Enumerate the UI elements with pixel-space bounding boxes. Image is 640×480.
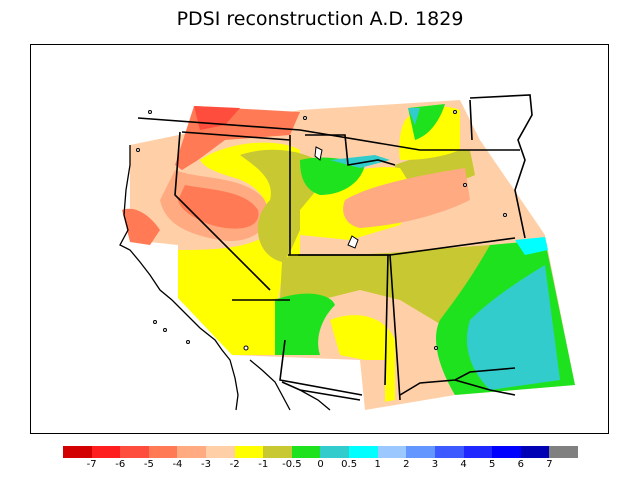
wy-ne-border [389,237,516,256]
legend-tick-label: 6 [517,459,524,470]
legend-swatch [349,446,378,458]
lake-11 [186,340,190,344]
nd-sd-border [469,94,533,239]
lake-2 [136,148,140,152]
legend-swatch [263,446,292,458]
legend-tick-label: -1 [258,459,269,470]
legend-swatch [377,446,407,458]
legend-swatch [434,446,464,458]
legend-tick-label: 1 [374,459,381,470]
legend-tick-label: -3 [201,459,212,470]
legend-swatch [549,446,578,458]
legend-swatch [120,446,149,458]
region-orange-wyoming [343,168,470,228]
great-salt-lake [314,146,323,161]
region-cyan-north [330,155,390,168]
legend-swatch [520,446,550,458]
nv-ut-border [181,131,291,141]
pacific-coast [119,145,239,411]
legend-tick-label: 2 [403,459,410,470]
region-orange-sw [365,360,385,408]
lake-7 [434,346,438,350]
legend-swatch [148,446,178,458]
region-ca-red [122,208,160,245]
lake-10 [163,328,167,332]
legend-swatch [492,446,521,458]
tx-ok-border [454,379,516,396]
region-cyan-northeast [408,108,420,125]
region-yellow-central [178,142,300,355]
legend-tick-label: 5 [488,459,496,470]
legend-swatch [63,446,92,458]
legend-tick-label: 0.5 [341,459,358,470]
region-yellow-south [232,300,275,355]
gulf-coast [299,389,331,411]
lake-5 [463,183,467,187]
dakotas-border [469,99,473,141]
legend-swatch [320,446,350,458]
lake-6 [503,213,507,217]
region-nw-red [194,106,240,130]
map-title: PDSI reconstruction A.D. 1829 [176,8,464,30]
state-boundaries [137,94,533,401]
yellowstone-lake [347,235,359,249]
legend-tick-label: 0 [317,459,324,470]
legend-swatch [291,446,321,458]
lake-9 [153,320,157,324]
mexico-border [281,381,361,401]
coastline [119,145,331,411]
legend-tick-label: 4 [460,459,467,470]
legend-swatch [406,446,435,458]
mt-wy-border [305,134,396,166]
legend-tick-label: 7 [546,459,553,470]
color-legend [63,446,578,458]
lakes [136,110,507,351]
legend-tick-label: -4 [172,459,183,470]
az-nm-border [279,339,363,396]
legend-tick-label: -0.5 [282,459,302,470]
legend-tick-label: -6 [115,459,126,470]
lake-4 [453,110,457,114]
legend-swatch [91,446,121,458]
region-green-sw [275,293,335,355]
legend-swatch [206,446,235,458]
legend-tick-label: 3 [431,459,439,470]
legend-swatch [234,446,264,458]
legend-swatch [463,446,493,458]
canada-border [137,117,520,151]
legend-tick-label: -7 [86,459,97,470]
lake-1 [148,110,152,114]
region-cyan-strip [515,237,548,255]
lake-3 [303,116,307,120]
legend-swatch [177,446,207,458]
region-green-north [300,157,365,195]
baja-coast [249,359,291,411]
legend-tick-label: -2 [229,459,240,470]
legend-tick-label: -5 [143,459,154,470]
region-cyan-east [466,265,560,390]
lake-8 [243,345,249,351]
ca-nv-border [174,131,271,291]
co-nm-border [384,254,389,386]
